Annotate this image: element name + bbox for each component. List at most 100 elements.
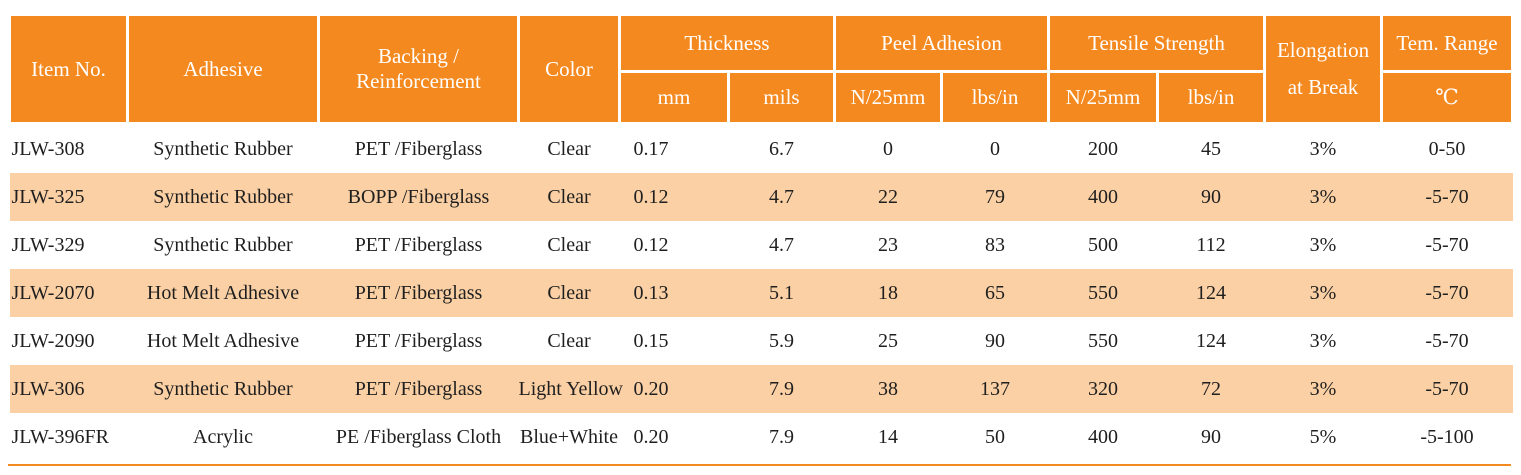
cell-thickness-mm: 0.17 [633, 137, 669, 160]
cell-elongation: 5% [1309, 425, 1337, 448]
cell-temp-range: -5-70 [1381, 365, 1513, 413]
cell-peel-lbs: 83 [985, 233, 1005, 256]
cell-temp-range: -5-70 [1381, 173, 1513, 221]
table-row: JLW-306 Synthetic Rubber PET /Fiberglass… [9, 365, 1513, 413]
cell-tensile-lbs: 90 [1157, 173, 1265, 221]
cell-tensile-n: 400 [1048, 173, 1158, 221]
cell-thickness-mm: 0.12 [633, 233, 669, 256]
table-row: JLW-2070 Hot Melt Adhesive PET /Fibergla… [9, 269, 1513, 317]
header-elongation-line1: Elongation [1276, 38, 1370, 62]
cell-temp-range: -5-70 [1381, 269, 1513, 317]
header-unit-tensile-n: N/25mm [1047, 70, 1159, 125]
table-row: JLW-308 Synthetic Rubber PET /Fiberglass… [10, 124, 1513, 174]
header-backing: Backing / Reinforcement [317, 13, 520, 125]
header-thickness: Thickness [618, 13, 836, 73]
cell-item-no: JLW-2090 [11, 329, 95, 352]
header-adhesive: Adhesive [126, 13, 320, 125]
cell-adhesive: Synthetic Rubber [127, 365, 319, 413]
cell-peel-n: 22 [834, 173, 942, 221]
cell-backing: BOPP /Fiberglass [318, 173, 519, 221]
cell-tensile-lbs: 124 [1196, 329, 1226, 352]
cell-item-no: JLW-329 [11, 233, 85, 256]
cell-peel-lbs: 137 [941, 365, 1049, 413]
cell-tensile-lbs: 124 [1157, 269, 1265, 317]
cell-tensile-n: 550 [1048, 269, 1158, 317]
cell-elongation: 3% [1264, 173, 1382, 221]
cell-thickness-mm: 0.13 [619, 269, 729, 317]
cell-peel-n: 23 [878, 233, 898, 256]
header-tensile-strength: Tensile Strength [1046, 13, 1267, 73]
cell-item-no: JLW-306 [9, 365, 128, 413]
header-elongation-line2: at Break [1287, 75, 1359, 99]
cell-color: Clear [547, 233, 591, 256]
cell-backing: PET /Fiberglass [354, 233, 483, 256]
header-unit-peel-lbs: lbs/in [940, 70, 1050, 125]
cell-peel-lbs: 50 [985, 425, 1005, 448]
cell-thickness-mm: 0.15 [633, 329, 669, 352]
cell-tensile-n: 320 [1048, 365, 1158, 413]
cell-thickness-mm: 0.12 [619, 173, 729, 221]
cell-peel-lbs: 79 [941, 173, 1049, 221]
cell-thickness-mils: 5.1 [728, 269, 835, 317]
header-unit-mm: mm [618, 70, 730, 125]
cell-tensile-n: 550 [1088, 329, 1118, 352]
cell-adhesive: Acrylic [193, 425, 253, 448]
cell-color: Clear [547, 329, 591, 352]
cell-tensile-lbs: 112 [1196, 233, 1226, 256]
cell-thickness-mils: 6.7 [769, 137, 794, 160]
cell-item-no: JLW-325 [9, 173, 128, 221]
header-unit-peel-n: N/25mm [833, 70, 943, 125]
header-backing-line1: Backing / [377, 44, 460, 68]
cell-temp-range: 0-50 [1428, 137, 1466, 160]
cell-peel-n: 38 [834, 365, 942, 413]
cell-thickness-mils: 4.7 [769, 233, 794, 256]
cell-temp-range: -5-70 [1425, 233, 1469, 256]
cell-thickness-mils: 4.7 [728, 173, 835, 221]
cell-tensile-n: 200 [1088, 137, 1118, 160]
cell-color: Clear [547, 137, 591, 160]
cell-elongation: 3% [1309, 329, 1337, 352]
header-item-no: Item No. [8, 13, 129, 125]
cell-backing: PET /Fiberglass [318, 365, 519, 413]
cell-tensile-n: 400 [1088, 425, 1118, 448]
cell-thickness-mm: 0.20 [633, 425, 669, 448]
cell-temp-range: -5-70 [1425, 329, 1469, 352]
header-backing-line2: Reinforcement [356, 69, 481, 93]
cell-elongation: 3% [1309, 137, 1337, 160]
cell-thickness-mils: 7.9 [728, 365, 835, 413]
bottom-rule [8, 464, 1511, 466]
table-row: JLW-329 Synthetic Rubber PET /Fiberglass… [10, 221, 1513, 269]
cell-thickness-mm: 0.20 [619, 365, 729, 413]
table-header: Item No. Adhesive Backing / Reinforcemen… [8, 13, 1515, 125]
cell-adhesive: Hot Melt Adhesive [127, 269, 319, 317]
cell-color: Blue+White [520, 425, 618, 448]
cell-backing: PET /Fiberglass [318, 269, 519, 317]
cell-peel-n: 0 [883, 137, 893, 160]
cell-thickness-mils: 7.9 [769, 425, 794, 448]
header-color: Color [517, 13, 621, 125]
cell-elongation: 3% [1264, 365, 1382, 413]
cell-adhesive: Hot Melt Adhesive [146, 329, 300, 352]
cell-item-no: JLW-396FR [11, 425, 109, 448]
cell-thickness-mils: 5.9 [769, 329, 794, 352]
cell-temp-range: -5-100 [1420, 425, 1474, 448]
cell-item-no: JLW-2070 [9, 269, 128, 317]
cell-color: Clear [518, 173, 620, 221]
table-row: JLW-396FR Acrylic PE /Fiberglass Cloth B… [10, 413, 1513, 461]
cell-tensile-lbs: 45 [1201, 137, 1221, 160]
cell-peel-lbs: 65 [941, 269, 1049, 317]
cell-adhesive: Synthetic Rubber [127, 173, 319, 221]
header-elongation: Elongation at Break [1263, 13, 1384, 125]
cell-peel-n: 14 [878, 425, 898, 448]
header-unit-tensile-lbs: lbs/in [1155, 70, 1267, 125]
cell-tensile-n: 500 [1088, 233, 1118, 256]
cell-backing: PET /Fiberglass [354, 137, 483, 160]
cell-adhesive: Synthetic Rubber [153, 137, 293, 160]
cell-backing: PE /Fiberglass Cloth [335, 425, 502, 448]
spec-table: Item No. Adhesive Backing / Reinforcemen… [8, 13, 1515, 461]
cell-elongation: 3% [1309, 233, 1337, 256]
cell-item-no: JLW-308 [11, 137, 85, 160]
cell-peel-n: 18 [834, 269, 942, 317]
cell-color: Light Yellow [518, 365, 623, 413]
cell-backing: PET /Fiberglass [354, 329, 483, 352]
